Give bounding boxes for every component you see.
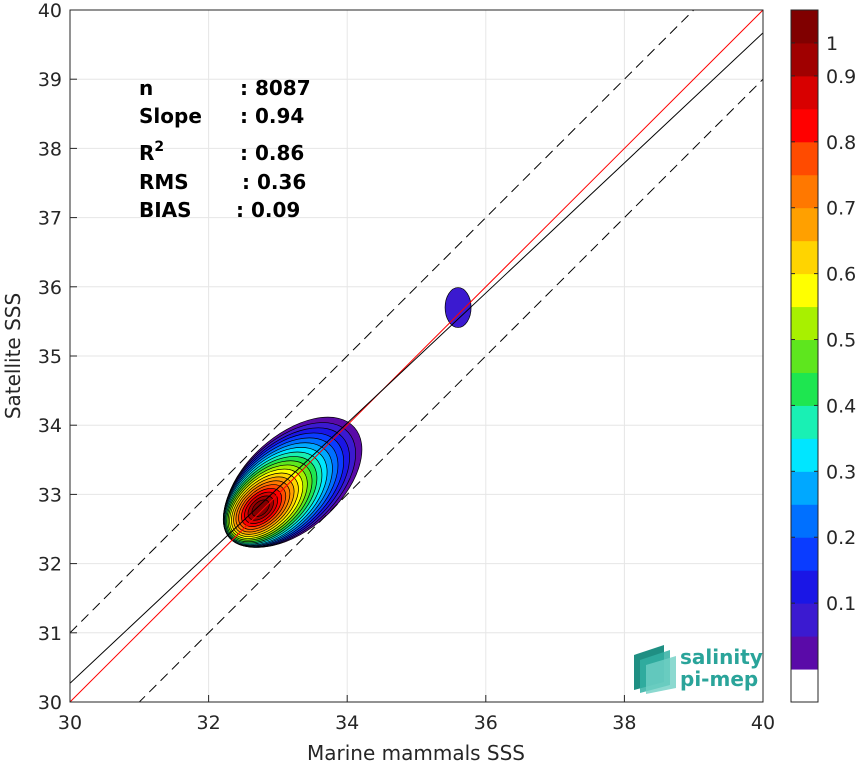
- colorbar-tick-label-6: 0.7: [826, 198, 856, 220]
- colorbar-band-2: [791, 603, 818, 637]
- colorbar-band-12: [791, 273, 818, 308]
- stat-label-3: RMS: [139, 170, 189, 194]
- logo-text-line2: pi-mep: [680, 667, 758, 691]
- colorbar-tick-label-3: 0.4: [826, 395, 856, 417]
- colorbar-tick-label-2: 0.3: [826, 461, 856, 483]
- colorbar-tick-label-7: 0.8: [826, 132, 856, 154]
- y-tick-label-3: 33: [38, 484, 62, 506]
- colorbar-band-20: [791, 10, 818, 44]
- stat-label-1: Slope: [139, 104, 202, 128]
- colorbar-band-14: [791, 207, 818, 242]
- colorbar-band-1: [791, 636, 818, 670]
- colorbar: [790, 9, 819, 703]
- x-tick-label-1: 32: [197, 712, 221, 734]
- y-tick-label-10: 40: [38, 0, 62, 22]
- x-axis: 30 32 34 36 38 40: [58, 695, 775, 734]
- stat-label-4: BIAS: [139, 198, 192, 222]
- y-tick-label-6: 36: [38, 277, 62, 299]
- y-tick-label-0: 30: [38, 692, 62, 714]
- contour-secondary-peak: [444, 287, 472, 328]
- y-tick-label-9: 39: [38, 69, 62, 91]
- logo-text-line1: salinity: [680, 645, 763, 669]
- y-axis: 30 31 32 33 34 35 36 37 38 39 40: [38, 0, 77, 714]
- line-upper-bound: [70, 10, 695, 634]
- stat-value-4: : 0.09: [236, 198, 300, 222]
- colorbar-tick-label-8: 0.9: [826, 66, 856, 88]
- stat-value-3: : 0.36: [242, 170, 306, 194]
- colorbar-band-6: [791, 471, 818, 505]
- x-tick-label-0: 30: [58, 712, 82, 734]
- y-axis-label: Satellite SSS: [1, 293, 25, 419]
- colorbar-band-17: [791, 108, 818, 143]
- stat-value-2: : 0.86: [240, 141, 304, 165]
- x-tick-label-2: 34: [335, 712, 359, 734]
- colorbar-ticks: 0.1 0.2 0.3 0.4 0.5 0.6 0.7 0.8 0.9 1: [791, 33, 856, 615]
- y-tick-label-1: 31: [38, 623, 62, 645]
- reference-lines: [70, 10, 763, 702]
- colorbar-tick-label-1: 0.2: [826, 527, 856, 549]
- colorbar-band-11: [791, 306, 818, 341]
- x-tick-label-4: 38: [612, 712, 636, 734]
- y-tick-label-7: 37: [38, 208, 62, 230]
- colorbar-band-13: [791, 240, 818, 275]
- colorbar-band-8: [791, 405, 818, 439]
- y-tick-label-2: 32: [38, 554, 62, 576]
- colorbar-band-7: [791, 438, 818, 472]
- colorbar-tick-label-0: 0.1: [826, 593, 856, 615]
- colorbar-tick-label-5: 0.6: [826, 264, 856, 286]
- colorbar-tick-label-4: 0.5: [826, 330, 856, 352]
- colorbar-band-19: [791, 42, 818, 77]
- stat-value-1: : 0.94: [240, 104, 304, 128]
- y-tick-label-8: 38: [38, 138, 62, 160]
- y-tick-label-4: 34: [38, 415, 62, 437]
- colorbar-tick-label-9: 1: [826, 33, 838, 55]
- line-one-to-one: [70, 10, 763, 702]
- x-axis-label: Marine mammals SSS: [307, 741, 525, 764]
- colorbar-band-5: [791, 504, 818, 538]
- stat-value-0: : 8087: [240, 76, 311, 100]
- y-tick-label-5: 35: [38, 346, 62, 368]
- colorbar-band-16: [791, 141, 818, 176]
- colorbar-band-10: [791, 339, 818, 373]
- x-tick-label-3: 36: [474, 712, 498, 734]
- x-tick-label-5: 40: [751, 712, 775, 734]
- line-lower-bound: [138, 78, 763, 702]
- line-regression: [70, 32, 763, 684]
- colorbar-band-9: [791, 372, 818, 406]
- contour-level-20: [251, 499, 270, 517]
- colorbar-band-15: [791, 174, 818, 209]
- logo-wave-icon: [634, 645, 676, 694]
- colorbar-band-4: [791, 537, 818, 571]
- colorbar-band-18: [791, 75, 818, 110]
- colorbar-frame: [790, 9, 819, 703]
- stat-label-0: n: [139, 76, 153, 100]
- salinity-pimep-logo: salinity pi-mep: [634, 645, 763, 694]
- colorbar-band-3: [791, 570, 818, 604]
- colorbar-band-0: [791, 669, 818, 703]
